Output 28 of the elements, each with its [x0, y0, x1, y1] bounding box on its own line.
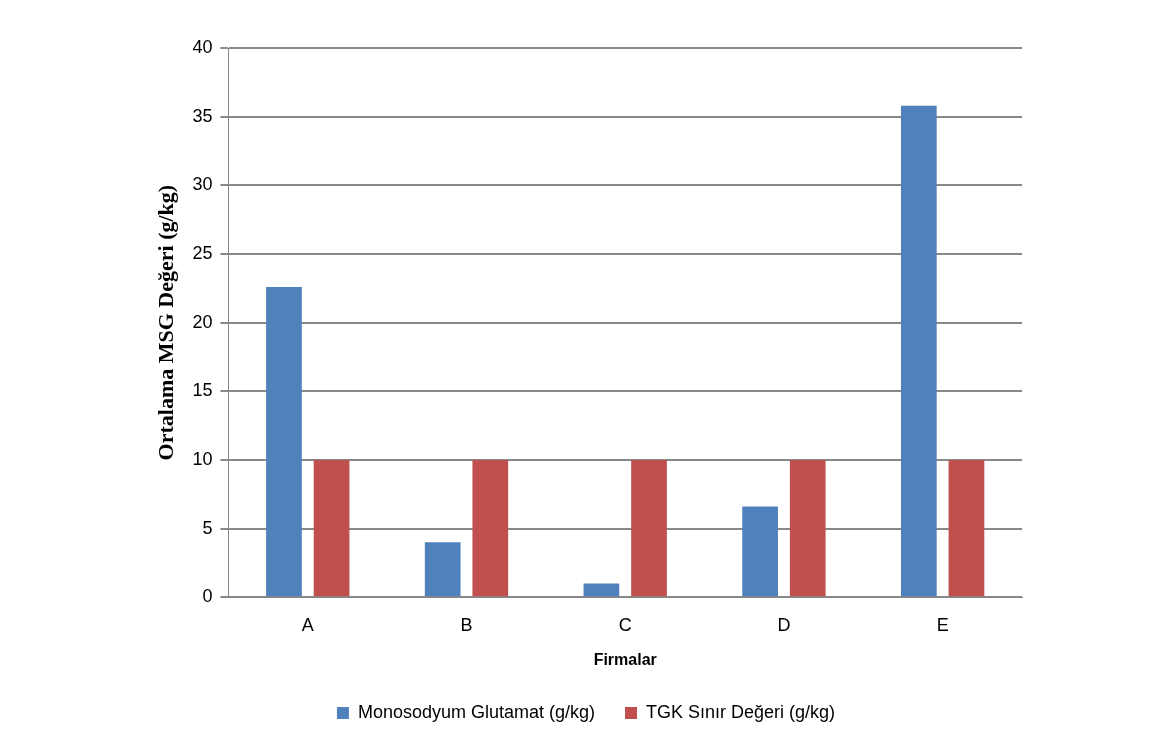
- y-tick-label: 20: [192, 311, 213, 332]
- bar: [472, 459, 509, 597]
- y-tick-label: 35: [192, 105, 213, 126]
- x-tick-label: D: [777, 614, 791, 635]
- y-tick-label: 25: [192, 242, 213, 263]
- y-tick-label: 10: [192, 448, 213, 469]
- y-tick-label: 30: [192, 174, 213, 195]
- y-tick-label: 40: [192, 36, 213, 57]
- x-axis-title: Firmalar: [593, 650, 657, 668]
- bar: [583, 583, 620, 597]
- y-tick-label: 5: [202, 517, 213, 538]
- y-axis-title: Ortalama MSG Değeri (g/kg): [152, 184, 178, 461]
- bar: [789, 459, 826, 597]
- bar: [742, 506, 778, 597]
- bar: [900, 105, 937, 597]
- y-tick-label: 15: [192, 380, 213, 401]
- legend-label: Monosodyum Glutamat (g/kg): [357, 701, 596, 722]
- x-tick-label: E: [936, 614, 949, 635]
- bar: [631, 459, 667, 597]
- bar: [948, 459, 985, 597]
- bar: [266, 286, 302, 597]
- x-tick-label: B: [460, 614, 473, 635]
- x-tick-label: A: [301, 614, 314, 635]
- bar: [313, 459, 350, 597]
- legend-label: TGK Sınır Değeri (g/kg): [646, 701, 836, 722]
- y-tick-label: 0: [202, 586, 213, 607]
- bar: [424, 542, 461, 597]
- x-tick-label: C: [618, 614, 632, 635]
